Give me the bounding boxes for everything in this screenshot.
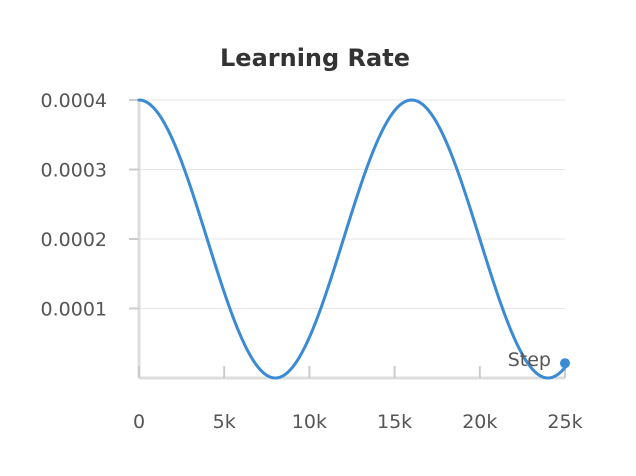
x-tick-label: 15k [377, 411, 412, 433]
grid-lines [139, 99, 565, 309]
x-tick-label: 0 [133, 411, 145, 433]
series-line [137, 98, 567, 380]
y-tick-label: 0.0001 [41, 299, 107, 321]
series-lines [137, 98, 570, 380]
y-tick-label: 0.0003 [41, 160, 107, 182]
x-tick-label: 5k [213, 411, 236, 433]
tick-marks [129, 99, 566, 378]
series-end-point[interactable] [560, 358, 570, 369]
x-tick-label: 10k [292, 411, 327, 433]
x-tick-label: 25k [547, 411, 582, 433]
x-axis-label: Step [508, 349, 551, 371]
tick-labels: 0.0001 0.0002 0.0003 0.0004 0 5k 10k 15k 20k 25k [41, 90, 583, 433]
chart-title: Learning Rate [220, 44, 410, 72]
y-tick-label: 0.0004 [41, 90, 107, 112]
x-tick-label: 20k [462, 411, 497, 433]
y-tick-label: 0.0002 [41, 229, 107, 251]
